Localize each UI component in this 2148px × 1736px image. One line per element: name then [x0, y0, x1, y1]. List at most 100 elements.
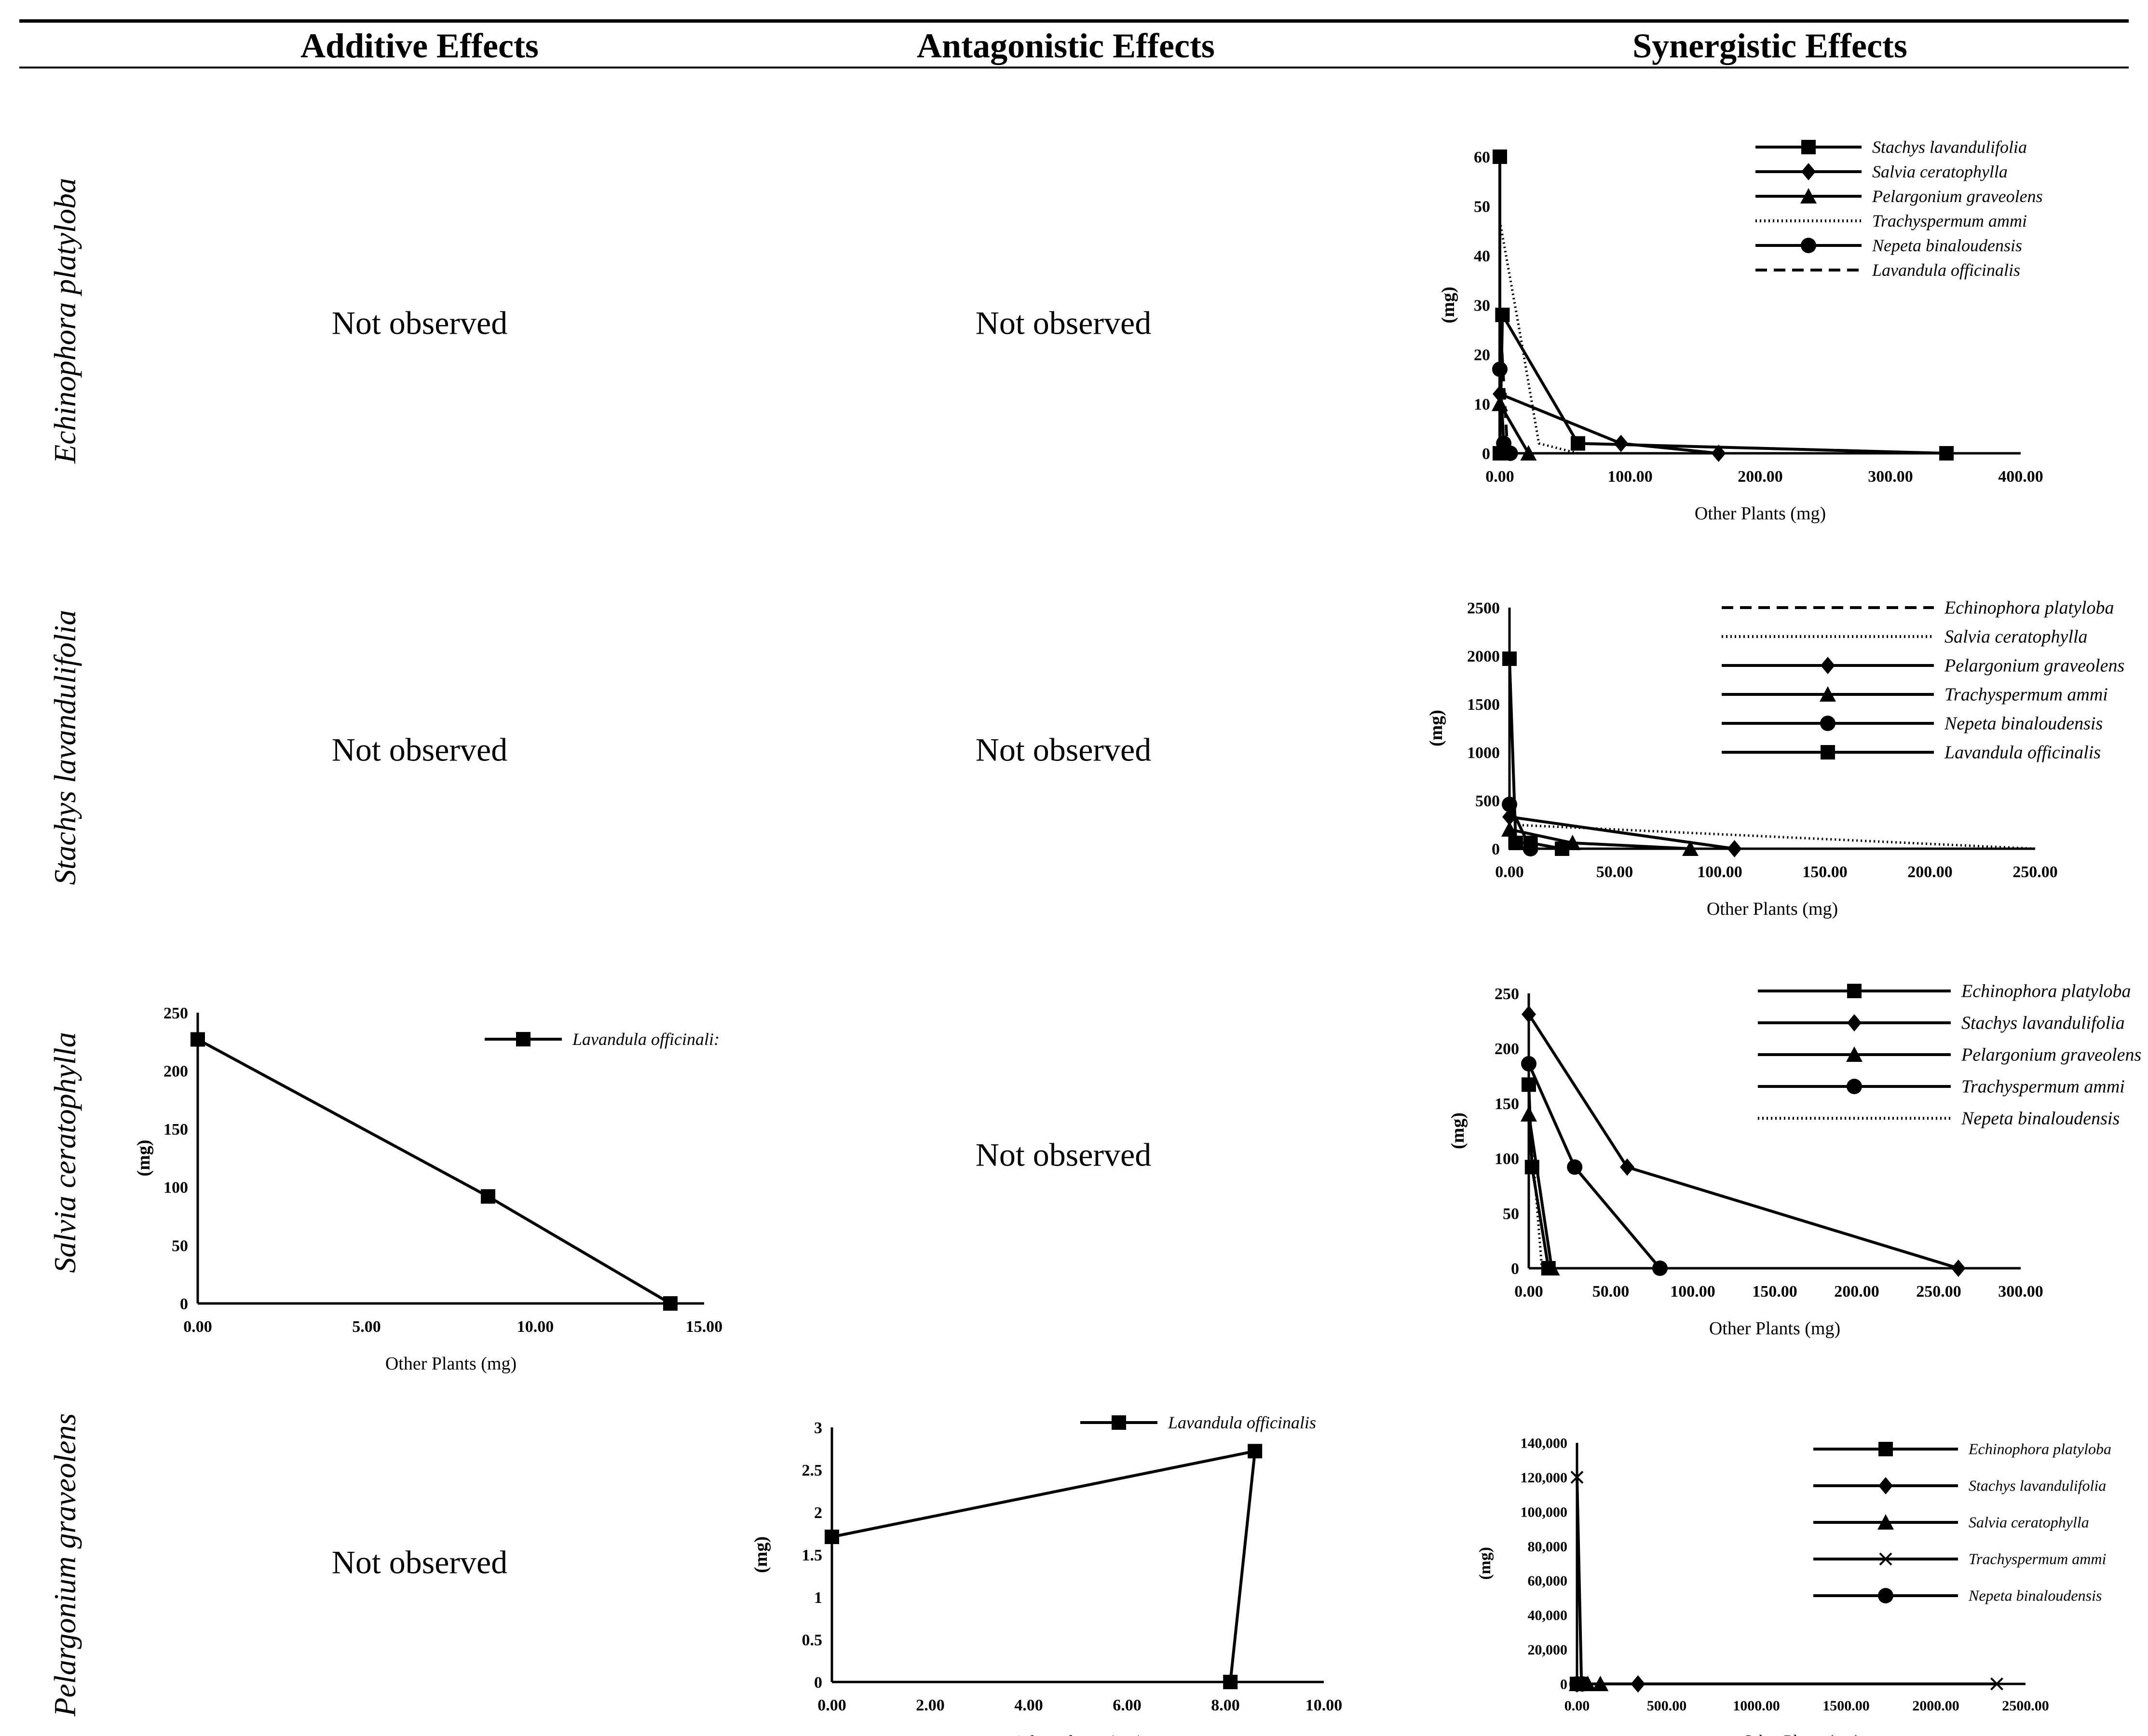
y-tick-label: 20: [1474, 346, 1490, 364]
y-tick-label: 50: [172, 1237, 188, 1255]
legend-marker-lavandula-officinali: [516, 1032, 530, 1046]
column-header-antagonistic: Antagonistic Effects: [917, 27, 1215, 65]
header-rule: [19, 67, 2129, 68]
x-tick-label: 150.00: [1752, 1283, 1797, 1301]
data-point-stachys-lavandulifolia: [1571, 436, 1585, 451]
x-tick-label: 1000.00: [1733, 1698, 1780, 1714]
y-tick-label: 80,000: [1528, 1539, 1568, 1555]
y-tick-label: 0: [1560, 1677, 1567, 1693]
legend-label-nepeta-binaloudensis: Nepeta binaloudensis: [1944, 714, 2103, 734]
series-line-trachyspermum-ammi: [1498, 220, 1578, 455]
chart-echinophora-synergistic: 0 10 20 30 40 50 60 0.00 200.00 300.00 400.00 100.0…: [1438, 137, 2043, 524]
legend-label-stachys-lavandulifolia: Stachys lavandulifolia: [1969, 1477, 2106, 1494]
data-point-lavandula-officinalis: [1523, 836, 1538, 850]
x-tick-label: 0.00: [1514, 1283, 1543, 1301]
y-tick-label: 60: [1474, 149, 1490, 166]
data-point-lavandula-officinali: [663, 1296, 678, 1311]
x-axis-label: Other Plants (mg): [385, 1354, 517, 1374]
data-point-nepeta-binaloudensis: [1492, 361, 1508, 377]
legend-label-pelargonium-graveolens: Pelargonium graveolens: [1872, 187, 2043, 206]
data-point-salvia-ceratophylla: [1711, 445, 1726, 462]
y-tick-label: 150: [1495, 1095, 1519, 1113]
x-tick-label: 2500.00: [2002, 1698, 2049, 1714]
legend-marker-nepeta-binaloudensis: [1801, 238, 1816, 253]
x-tick-label: 200.00: [1738, 468, 1783, 486]
data-point-stachys-lavandulifolia: [1939, 446, 1954, 461]
row-label-pelargonium: Pelargonium graveolens: [48, 1413, 82, 1717]
legend-label-nepeta-binaloudensis: Nepeta binaloudensis: [1961, 1109, 2120, 1129]
y-tick-label: 100: [1495, 1150, 1519, 1168]
legend-marker-nepeta-binaloudensis: [1878, 1588, 1893, 1603]
x-tick-label: 200.00: [1834, 1283, 1879, 1301]
legend-marker-stachys-lavandulifolia: [1878, 1477, 1893, 1494]
data-point-stachys-lavandulifolia: [1620, 1158, 1634, 1176]
y-tick-label: 50: [1474, 198, 1490, 216]
y-tick-label: 1500: [1467, 696, 1500, 714]
chart-stachys-synergistic: 0 500 1000 1500 2000 2500 0.00 50.00 100.00 150.0…: [1426, 598, 2124, 919]
legend-marker-salvia-ceratophylla: [1877, 1514, 1894, 1530]
legend-label-trachyspermum-ammi: Trachyspermum ammi: [1969, 1550, 2106, 1568]
data-point-nepeta-binaloudensis: [1502, 446, 1518, 461]
y-tick-label: 250: [1495, 985, 1519, 1003]
y-tick-label: 200: [1495, 1040, 1519, 1058]
legend-marker-lavandula-officinalis: [1112, 1415, 1126, 1430]
legend-marker-pelargonium-graveolens: [1800, 188, 1817, 203]
y-tick-label: 500: [1475, 792, 1500, 810]
data-point-lavandula-officinalis: [1248, 1444, 1263, 1459]
chart-salvia-synergistic: 0 50 100 150 200 250 0.00 50.00 100.00 150.00 200.…: [1448, 981, 2141, 1339]
data-point-echinophora-platyloba: [1522, 1077, 1536, 1092]
x-tick-label: 250.00: [2012, 863, 2058, 881]
legend-label-pelargonium-graveolens: Pelargonium graveolens: [1944, 656, 2124, 676]
chart-salvia-additive: 0 50 100 150 200 250 0.00 5.00 10.00 15.00 Other P…: [134, 1004, 722, 1374]
top-rule: [19, 19, 2129, 23]
legend-marker-nepeta-binaloudensis: [1820, 716, 1835, 731]
y-tick-label: 2500: [1467, 599, 1500, 617]
y-tick-label: 100: [163, 1179, 188, 1197]
series-line-lavandula-officinalis: [831, 1450, 1257, 1682]
x-tick-label: 10.00: [1305, 1696, 1343, 1714]
not-observed-stachys-antagonistic: Not observed: [975, 731, 1152, 768]
x-tick-label: 0.00: [817, 1696, 846, 1714]
x-tick-label: 10.00: [517, 1318, 554, 1336]
y-tick-label: 50: [1503, 1205, 1519, 1223]
y-tick-label: 3: [814, 1419, 822, 1437]
data-point-lavandula-officinalis: [1223, 1675, 1238, 1689]
legend-label-echinophora-platyloba: Echinophora platyloba: [1944, 598, 2114, 618]
data-point-lavandula-officinali: [481, 1189, 495, 1204]
legend-label-trachyspermum-ammi: Trachyspermum ammi: [1944, 685, 2108, 705]
y-tick-label: 20,000: [1528, 1642, 1568, 1658]
legend-label-lavandula-officinali: Lavandula officinali:: [572, 1030, 720, 1049]
row-label-salvia: Salvia ceratophylla: [48, 1032, 82, 1273]
legend-marker-trachyspermum-ammi: [1847, 1079, 1862, 1094]
series-line-pelargonium-graveolens: [1527, 1114, 1553, 1269]
data-point-stachys-lavandulifolia: [1951, 1260, 1966, 1277]
not-observed-echinophora-antagonistic: Not observed: [975, 304, 1152, 341]
legend-marker-echinophora-platyloba: [1847, 984, 1862, 998]
y-axis-label: (mg): [1438, 287, 1458, 324]
y-tick-label: 250: [163, 1004, 188, 1022]
data-point-lavandula-officinali: [190, 1032, 205, 1047]
y-tick-label: 40: [1474, 247, 1490, 265]
chart-pelargonium-antagonistic: 0 0.5 1 1.5 2 2.5 3 0.00 2.00 4.00 6.00 8.00 10.00 Ot…: [751, 1413, 1343, 1736]
y-tick-label: 0: [1482, 445, 1490, 463]
y-tick-label: 1000: [1467, 744, 1500, 762]
y-tick-label: 1: [814, 1589, 822, 1607]
column-header-additive: Additive Effects: [300, 27, 539, 65]
x-tick-label: 8.00: [1211, 1696, 1240, 1714]
y-tick-label: 60,000: [1528, 1573, 1568, 1589]
legend-label-lavandula-officinalis: Lavandula officinalis: [1872, 260, 2020, 280]
legend-label-lavandula-officinalis: Lavandula officinalis: [1168, 1413, 1316, 1432]
data-point-pelargonium-graveolens: [1521, 1106, 1537, 1122]
data-point-pelargonium-graveolens: [1543, 1260, 1560, 1275]
series-line-nepeta-binaloudensis: [1527, 1103, 1543, 1269]
y-axis-label: (mg): [1448, 1112, 1468, 1149]
legend-marker-lavandula-officinalis: [1821, 745, 1835, 760]
y-tick-label: 2: [814, 1504, 822, 1522]
series-line-lavandula-officinalis: [1498, 314, 1509, 454]
x-tick-label: 0.00: [1485, 468, 1514, 486]
not-observed-salvia-antagonistic: Not observed: [975, 1136, 1152, 1173]
y-tick-label: 0: [1492, 841, 1500, 858]
x-tick-label: 5.00: [352, 1318, 381, 1336]
legend-marker-pelargonium-graveolens: [1846, 1046, 1863, 1062]
data-point-stachys-lavandulifolia: [1495, 308, 1510, 322]
